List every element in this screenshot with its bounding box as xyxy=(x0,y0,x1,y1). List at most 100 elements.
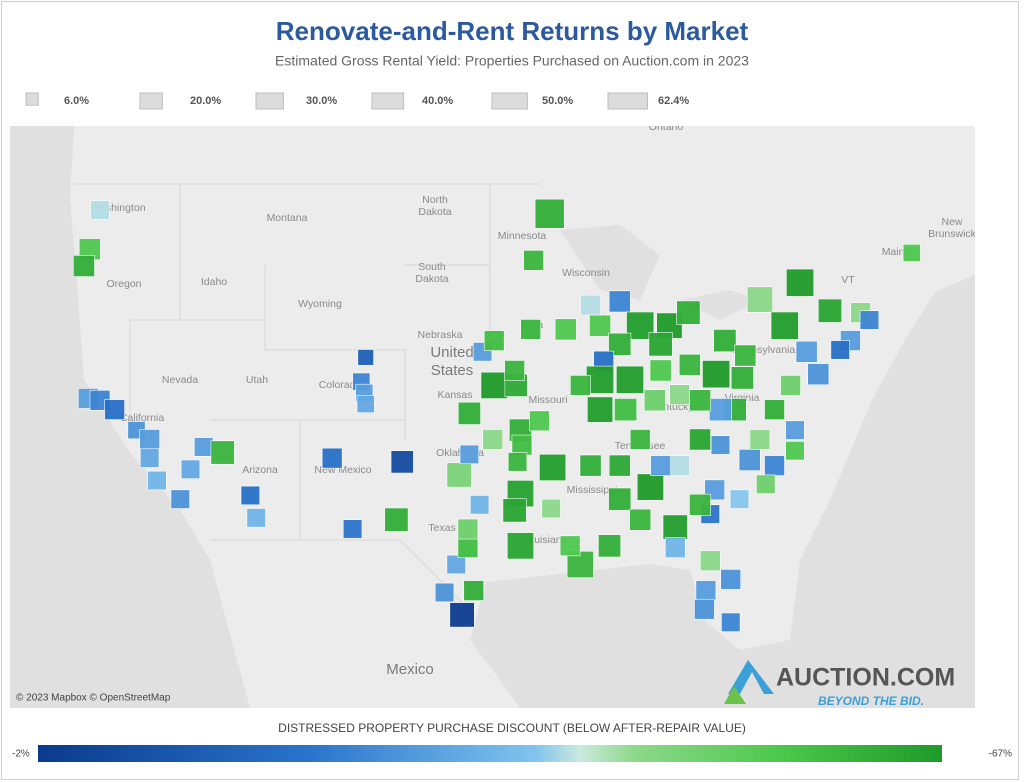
size-label: 62.4% xyxy=(658,95,689,107)
market-marker xyxy=(480,371,508,399)
market-marker xyxy=(859,310,880,330)
place-label: New xyxy=(941,216,962,228)
size-swatch xyxy=(255,92,284,110)
size-label: 40.0% xyxy=(422,95,453,107)
market-marker xyxy=(559,535,581,557)
market-marker xyxy=(650,455,671,476)
size-label: 6.0% xyxy=(64,95,89,107)
market-marker xyxy=(457,518,479,540)
place-labels: OntarioWashingtonMontanaNorthDakotaMinne… xyxy=(90,121,977,678)
color-legend-title: DISTRESSED PROPERTY PURCHASE DISCOUNT (B… xyxy=(278,721,746,735)
place-label: Montana xyxy=(267,212,308,224)
market-marker xyxy=(669,455,690,476)
market-marker xyxy=(534,198,565,229)
place-label: Brunswick xyxy=(928,228,977,240)
market-marker xyxy=(580,294,601,316)
map: OntarioWashingtonMontanaNorthDakotaMinne… xyxy=(10,121,977,708)
market-marker xyxy=(713,329,737,353)
market-marker xyxy=(210,440,235,465)
market-marker xyxy=(139,429,160,450)
market-marker xyxy=(459,444,480,465)
logo-tagline: BEYOND THE BID. xyxy=(818,694,924,708)
market-marker xyxy=(104,399,125,420)
place-label: Ontario xyxy=(649,121,684,133)
market-marker xyxy=(749,429,771,450)
market-marker xyxy=(756,474,776,494)
place-label: VT xyxy=(841,274,855,286)
lakes xyxy=(560,225,760,320)
market-marker xyxy=(170,489,190,509)
attribution: © 2023 Mapbox © OpenStreetMap xyxy=(16,693,171,704)
ocean xyxy=(10,126,250,708)
market-marker xyxy=(608,487,632,511)
market-marker xyxy=(689,493,711,516)
market-marker xyxy=(457,537,479,558)
market-marker xyxy=(598,534,622,558)
place-label: South xyxy=(418,261,446,273)
borders xyxy=(75,183,540,611)
market-marker xyxy=(357,349,374,366)
market-marker xyxy=(506,532,535,560)
market-marker xyxy=(539,453,567,481)
market-marker xyxy=(664,537,686,558)
market-marker xyxy=(446,462,472,488)
market-marker xyxy=(541,498,561,519)
market-marker xyxy=(629,429,651,450)
size-label: 30.0% xyxy=(306,95,337,107)
market-marker xyxy=(321,447,343,469)
market-marker xyxy=(511,434,533,456)
market-marker xyxy=(523,250,544,271)
market-marker xyxy=(689,389,711,412)
market-marker xyxy=(785,420,805,440)
size-legend: 6.0% 20.0% 30.0% 40.0% 50.0% 62.4% xyxy=(25,92,689,110)
market-marker xyxy=(614,398,638,422)
place-label: North xyxy=(422,194,448,206)
market-marker xyxy=(902,243,921,262)
market-marker xyxy=(587,396,614,423)
market-marker xyxy=(554,318,577,341)
color-ramp xyxy=(38,745,942,762)
market-marker xyxy=(608,290,631,313)
market-marker xyxy=(649,359,672,382)
place-label: Kansas xyxy=(437,389,472,401)
market-marker xyxy=(608,332,632,356)
place-label: California xyxy=(120,412,165,424)
market-marker xyxy=(469,495,490,515)
market-marker xyxy=(180,459,201,479)
market-marker xyxy=(356,395,375,413)
market-marker xyxy=(807,363,830,386)
place-label: Mexico xyxy=(386,661,434,678)
logo-icon xyxy=(728,660,774,694)
logo: AUCTION.COM BEYOND THE BID. xyxy=(724,660,955,708)
market-marker xyxy=(709,398,732,422)
market-marker xyxy=(240,485,261,506)
market-marker xyxy=(678,353,701,376)
size-swatch xyxy=(139,92,163,110)
market-marker xyxy=(570,375,591,396)
market-marker xyxy=(342,519,363,539)
market-marker xyxy=(699,550,721,572)
market-marker xyxy=(502,498,527,523)
market-marker xyxy=(504,360,525,381)
market-marker xyxy=(636,473,664,501)
place-label: Minnesota xyxy=(498,230,547,242)
ocean xyxy=(470,275,975,708)
place-label: Colorado xyxy=(319,379,362,391)
place-label: Arizona xyxy=(242,464,278,476)
market-marker xyxy=(73,255,95,277)
market-marker xyxy=(246,508,266,528)
market-marker xyxy=(695,580,717,601)
place-label: Nevada xyxy=(162,374,198,386)
market-marker xyxy=(390,450,414,474)
market-marker xyxy=(817,298,843,323)
subtitle: Estimated Gross Rental Yield: Properties… xyxy=(275,53,749,69)
logo-icon xyxy=(724,686,746,704)
markers xyxy=(73,198,921,632)
place-label: Oregon xyxy=(106,278,141,290)
market-marker xyxy=(629,508,652,531)
color-legend-max: -67% xyxy=(989,749,1012,760)
market-marker xyxy=(507,452,528,472)
size-label: 50.0% xyxy=(542,95,573,107)
market-marker xyxy=(720,569,742,590)
